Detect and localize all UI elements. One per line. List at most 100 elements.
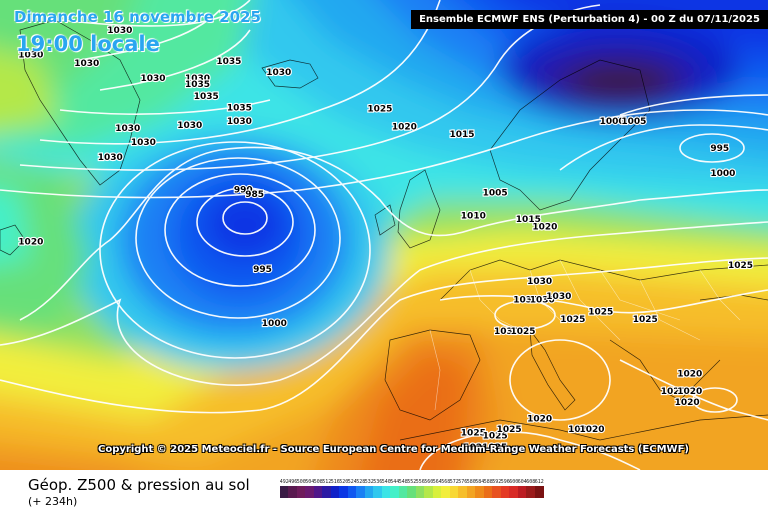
isobar-label: 1025 [461, 429, 486, 439]
isobars [0, 0, 768, 470]
legend-cell: 516 [331, 478, 340, 498]
isobar-label: 1030 [266, 68, 291, 78]
isobar-label: 1030 [177, 121, 202, 131]
legend-label: 544 [390, 479, 400, 485]
legend-swatch [492, 486, 502, 498]
legend-swatch [432, 486, 442, 498]
isobar-label: 1010 [461, 212, 486, 222]
legend-label: 592 [492, 479, 502, 485]
legend-label: 532 [364, 479, 374, 485]
legend-label: 608 [526, 479, 536, 485]
legend-label: 604 [517, 479, 527, 485]
isobar-label: 1000 [262, 319, 287, 329]
legend-label: 516 [330, 479, 340, 485]
copyright-notice: Copyright © 2025 Meteociel.fr - Source E… [98, 444, 689, 455]
legend-cell: 524 [348, 478, 357, 498]
legend-label: 520 [339, 479, 349, 485]
isobar-label: 1030 [115, 124, 140, 134]
legend-swatch [381, 486, 391, 498]
isobar-label: 1005 [621, 117, 646, 127]
isobar-label: 1025 [588, 308, 613, 318]
legend-label: 560 [424, 479, 434, 485]
footer-bar: Géop. Z500 & pression au sol (+ 234h) 49… [0, 470, 768, 512]
legend-label: 580 [466, 479, 476, 485]
legend-label: 588 [483, 479, 493, 485]
legend-label: 552 [407, 479, 417, 485]
legend-cell: 580 [467, 478, 476, 498]
isobar-label: 1020 [527, 415, 552, 425]
isobar-label: 1025 [367, 105, 392, 115]
isobar-label: 1020 [18, 237, 43, 247]
legend-cell: 576 [458, 478, 468, 498]
legend-swatch [373, 486, 383, 498]
isobar-label: 995 [253, 265, 272, 275]
legend-label: 540 [381, 479, 391, 485]
legend-label: 572 [449, 479, 459, 485]
legend-cell: 508 [314, 478, 323, 498]
legend-label: 508 [313, 479, 323, 485]
isobar-label: 1030 [227, 117, 252, 127]
legend-cell: 500 [297, 478, 306, 498]
legend-label: 496 [288, 479, 298, 485]
coastlines [0, 19, 768, 441]
isobar-label: 990 [234, 185, 253, 195]
isobar-label: 1030 [141, 74, 166, 84]
legend-label: 564 [432, 479, 442, 485]
legend-cell: 560 [424, 478, 434, 498]
isobar-label: 1035 [185, 80, 210, 90]
legend-label: 500 [296, 479, 306, 485]
legend-swatch [390, 486, 400, 498]
geopotential-field [0, 0, 768, 470]
legend-swatch [441, 486, 451, 498]
model-run-title: Ensemble ECMWF ENS (Perturbation 4) - 00… [411, 10, 768, 29]
legend-label: 568 [441, 479, 451, 485]
legend-cell: 532 [365, 478, 374, 498]
legend-cell: 492 [280, 478, 289, 498]
legend-label: 492 [279, 479, 289, 485]
legend-swatch [509, 486, 519, 498]
legend-swatch [458, 486, 468, 498]
legend-label: 536 [373, 479, 383, 485]
legend-cell: 552 [407, 478, 417, 498]
isobar-label: 1025 [728, 261, 753, 271]
isobar-label: 1030 [98, 153, 123, 163]
legend-cell: 564 [433, 478, 442, 498]
legend-cell: 608 [526, 478, 536, 498]
isobar-label: 1030 [107, 26, 132, 36]
legend-label: 548 [398, 479, 408, 485]
legend-swatch [347, 486, 357, 498]
isobar-label: 1030 [530, 296, 555, 306]
isobar-label: 1020 [675, 398, 700, 408]
legend-swatch [424, 486, 434, 498]
isobar-label: 1015 [450, 130, 475, 140]
legend-cell: 600 [509, 478, 519, 498]
isobar-label: 1020 [677, 387, 702, 397]
legend-swatch [330, 486, 340, 498]
legend-label: 528 [356, 479, 366, 485]
isobar-label: 1030 [513, 296, 538, 306]
forecast-map: 1030 1030 1035 1035 1035 1030 1030 1030 1030 1030… [0, 0, 768, 470]
isobar-label: 1020 [392, 123, 417, 133]
legend-swatch [339, 486, 349, 498]
legend-label: 556 [415, 479, 425, 485]
legend-cell: 540 [382, 478, 391, 498]
legend-cell: 568 [441, 478, 451, 498]
legend-label: 576 [458, 479, 468, 485]
legend-swatch [500, 486, 510, 498]
legend-swatch [356, 486, 366, 498]
legend-cell: 496 [288, 478, 298, 498]
legend-swatch [449, 486, 459, 498]
isobar-label: 1020 [677, 370, 702, 380]
legend-swatch [288, 486, 298, 498]
legend-swatch [296, 486, 306, 498]
isobar-label: 1025 [497, 425, 522, 435]
legend-cell: 604 [518, 478, 527, 498]
isobar-label: 1021025 [463, 443, 507, 453]
isobar-label: 1020 [532, 222, 557, 232]
isobar-label: 1025 [560, 315, 585, 325]
isobar-label: 995 [710, 144, 729, 154]
isobar-label: 1000 [600, 117, 625, 127]
legend-cell: 528 [356, 478, 366, 498]
legend-cell: 548 [399, 478, 408, 498]
